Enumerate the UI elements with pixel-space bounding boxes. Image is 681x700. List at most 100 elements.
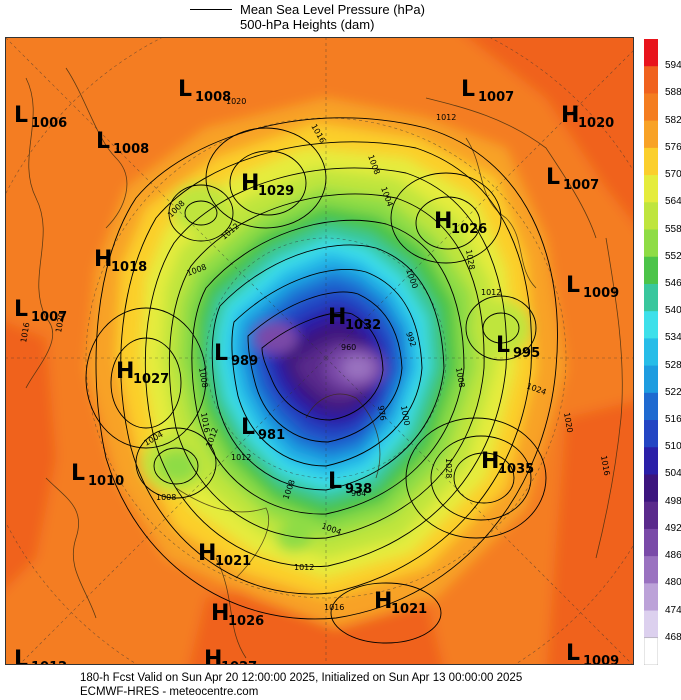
system-letter: H bbox=[481, 449, 499, 474]
system-value: 989 bbox=[231, 354, 258, 369]
colorbar-swatch bbox=[644, 610, 658, 639]
map-canvas: 1020 1016 1012 1008 1004 1012 1008 1000 … bbox=[6, 38, 633, 665]
system-letter: L bbox=[241, 415, 255, 440]
colorbar-swatch bbox=[644, 528, 658, 557]
system-value: 1035 bbox=[498, 462, 534, 477]
coastline-layer bbox=[25, 67, 623, 659]
system-letter: H bbox=[328, 305, 346, 330]
isobar-label: 1016 bbox=[199, 412, 211, 434]
system-letter: H bbox=[204, 647, 222, 665]
low-pressure-label: L1012 bbox=[14, 647, 67, 664]
colorbar-label: 576 bbox=[665, 141, 681, 153]
weather-map: 1020 1016 1012 1008 1004 1012 1008 1000 … bbox=[5, 37, 634, 665]
colorbar-label: 486 bbox=[665, 550, 681, 562]
colorbar-swatch bbox=[644, 474, 658, 503]
low-pressure-label: L 938 bbox=[328, 469, 372, 497]
colorbar-swatches bbox=[644, 39, 658, 665]
low-pressure-label: L 989 bbox=[214, 341, 258, 369]
system-value: 1026 bbox=[228, 614, 264, 629]
colorbar-label: 588 bbox=[665, 87, 681, 99]
colorbar-swatch bbox=[644, 365, 658, 394]
colorbar-label: 558 bbox=[665, 223, 681, 235]
isobar-label: 1016 bbox=[19, 322, 31, 344]
isobar-label: 1012 bbox=[294, 563, 314, 572]
system-value: 995 bbox=[513, 346, 540, 361]
colorbar-swatch bbox=[644, 283, 658, 312]
system-letter: L bbox=[71, 461, 85, 486]
colorbar-swatch bbox=[644, 229, 658, 258]
system-value: 1007 bbox=[478, 90, 514, 105]
system-letter: L bbox=[14, 297, 28, 322]
system-value: 1026 bbox=[451, 222, 487, 237]
isobar-label: 1016 bbox=[324, 603, 344, 612]
legend-row-heights: 500-hPa Heights (dam) bbox=[240, 16, 374, 32]
low-pressure-label: L 1006 bbox=[14, 103, 67, 131]
colorbar-label: 468 bbox=[665, 631, 681, 643]
colorbar-label: 570 bbox=[665, 169, 681, 181]
system-value: 1010 bbox=[88, 474, 124, 489]
colorbar-swatch bbox=[644, 175, 658, 203]
source-credit-text: ECMWF-HRES - meteocentre.com bbox=[80, 686, 259, 698]
colorbar-label: 528 bbox=[665, 359, 681, 371]
system-value: 1032 bbox=[345, 318, 381, 333]
isobar-label: 1016 bbox=[599, 455, 611, 477]
system-value: 1009 bbox=[583, 654, 619, 665]
isobar-label: 964 bbox=[351, 489, 366, 498]
system-letter: H bbox=[241, 171, 259, 196]
system-value: 1018 bbox=[111, 260, 147, 275]
legend-heights-label: 500-hPa Heights (dam) bbox=[240, 16, 375, 32]
low-pressure-label: L 1007 bbox=[546, 165, 599, 193]
legend: Mean Sea Level Pressure (hPa) 500-hPa He… bbox=[0, 0, 681, 36]
colorbar-swatch bbox=[644, 583, 658, 612]
colorbar-swatch bbox=[644, 392, 658, 421]
colorbar-swatch bbox=[644, 93, 658, 122]
legend-mslp-label: Mean Sea Level Pressure (hPa) bbox=[240, 1, 425, 17]
system-letter: H bbox=[94, 247, 112, 272]
isobar-label: 1012 bbox=[481, 288, 501, 297]
system-letter: H bbox=[211, 601, 229, 626]
low-pressure-label: L 1007 bbox=[14, 297, 67, 325]
system-value: 1006 bbox=[31, 116, 67, 131]
system-letter: L bbox=[546, 165, 560, 190]
isobar-label: 976 bbox=[376, 405, 388, 422]
isobar-label: 1020 bbox=[562, 412, 574, 434]
colorbar-swatch bbox=[644, 256, 658, 285]
isobar-label: 1000 bbox=[399, 405, 411, 427]
isobar-label: 1012 bbox=[231, 453, 251, 462]
isobar-label: 1020 bbox=[54, 312, 66, 334]
colorbar-swatch bbox=[644, 202, 658, 231]
system-value: 1021 bbox=[215, 554, 251, 569]
low-pressure-label: L 1009 bbox=[566, 273, 619, 301]
colorbar-label: 594 bbox=[665, 60, 681, 72]
system-letter: L bbox=[178, 77, 192, 102]
system-value: 1027 bbox=[221, 660, 257, 665]
colorbar-swatch bbox=[644, 447, 658, 475]
colorbar-swatch bbox=[644, 66, 658, 94]
colorbar-swatch bbox=[644, 637, 658, 665]
system-value: 1008 bbox=[113, 142, 149, 157]
system-value: 1020 bbox=[578, 116, 614, 131]
low-pressure-label: L 1009 bbox=[566, 641, 619, 665]
low-pressure-label: L 1008 bbox=[178, 77, 231, 105]
isobar-layer bbox=[85, 117, 558, 644]
colorbar-swatch bbox=[644, 501, 658, 530]
system-letter: L bbox=[328, 469, 342, 494]
low-pressure-label: L 995 bbox=[496, 333, 540, 361]
isobar-label: 1012 bbox=[436, 113, 456, 122]
system-letter: L bbox=[96, 129, 110, 154]
colorbar-swatch bbox=[644, 420, 658, 448]
system-value: 1027 bbox=[133, 372, 169, 387]
system-letter: L bbox=[566, 641, 580, 665]
system-value: 1007 bbox=[31, 310, 67, 325]
system-value: 1021 bbox=[391, 602, 427, 617]
low-pressure-label: L 1010 bbox=[71, 461, 124, 489]
system-letter: L bbox=[461, 77, 475, 102]
colorbar-label: 516 bbox=[665, 414, 681, 426]
